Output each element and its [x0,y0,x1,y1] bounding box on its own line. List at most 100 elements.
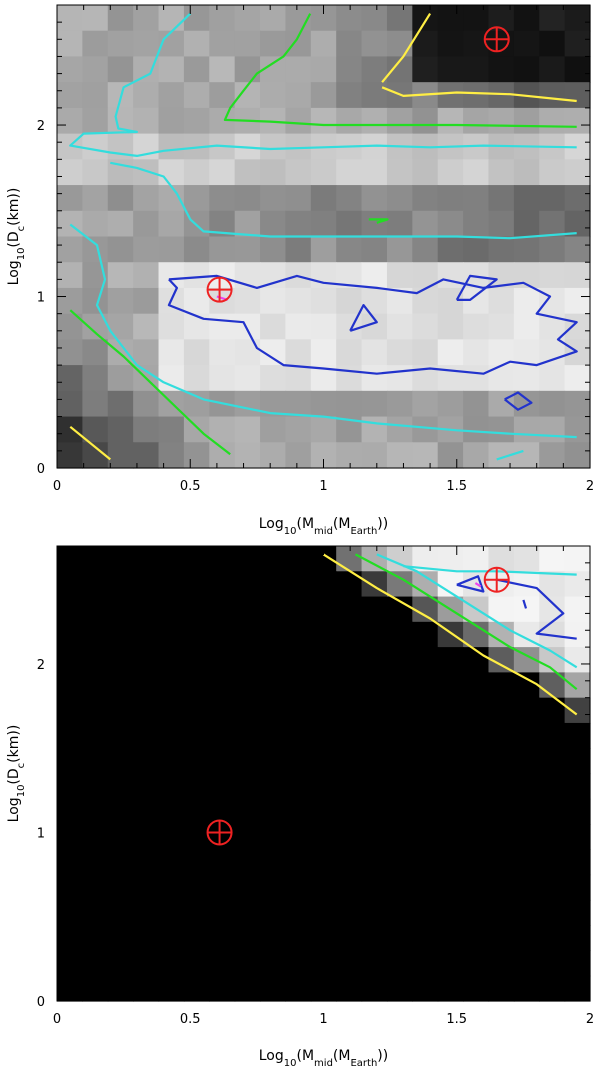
heatmap-cell [437,210,464,238]
heatmap-cell [463,925,490,952]
heatmap-cell [336,210,363,238]
heatmap-cell [158,236,185,263]
heatmap-cell [158,546,185,572]
heatmap-cell [158,571,185,598]
y-tick-label: 2 [37,119,45,134]
heatmap-cell [361,621,388,648]
x-tick-label: 0 [53,1012,61,1027]
heatmap-cell [158,5,185,32]
heatmap-cell [513,210,540,238]
heatmap-cell [209,621,236,648]
heatmap-cell [361,773,388,800]
heatmap-cell [183,313,210,340]
contour-line [376,553,578,669]
heatmap-cell [209,365,236,392]
heatmap-cell [310,798,337,825]
heatmap-cell [539,824,566,850]
heatmap-cell [158,874,185,901]
heatmap-cell [133,849,160,876]
heatmap-cell [336,82,363,109]
heatmap-cell [285,107,312,135]
heatmap-cell [513,442,540,469]
heatmap-cell [539,365,566,392]
heatmap-cell [437,824,464,850]
heatmap-cell [82,287,109,315]
heatmap-cell [57,950,83,977]
heatmap-cell [57,798,83,825]
contour-line [504,391,533,411]
heatmap-cell [107,390,134,418]
heatmap-cell [57,442,83,469]
heatmap-cell [183,262,210,289]
heatmap-cell [437,262,464,289]
heatmap-cell [209,925,236,952]
heatmap-cell [361,899,388,926]
heatmap-cell [412,672,439,699]
heatmap-cell [82,621,109,648]
heatmap-cell [437,722,464,749]
heatmap-cell [513,672,540,699]
heatmap-cell [310,30,337,58]
heatmap-cell [234,621,261,648]
heatmap-cell [234,975,261,1002]
heatmap-cell [412,722,439,749]
heatmap-cell [82,596,109,623]
heatmap-cell [158,798,185,825]
heatmap-cell [463,56,490,83]
heatmap-cell [463,5,490,32]
heatmap-cell [513,748,540,775]
heatmap-cell [57,849,83,876]
heatmap-cell [260,236,287,263]
heatmap-cell [234,287,261,315]
heatmap-cell [361,416,388,443]
heatmap-cell [209,313,236,340]
heatmap-cell [107,442,134,469]
heatmap-cell [133,722,160,749]
heatmap-cell [539,546,566,572]
heatmap-cell [336,339,363,366]
heatmap-cell [133,416,160,443]
heatmap-cell [386,975,413,1002]
heatmap-cell [310,56,337,83]
heatmap-cell [260,313,287,340]
heatmap-cell [260,874,287,901]
heatmap-cell [82,416,109,443]
heatmap-cell [107,950,134,977]
heatmap-cell [158,442,185,469]
heatmap-cell [437,975,464,1002]
heatmap-cell [234,442,261,469]
heatmap-cell [539,899,566,926]
heatmap-cell [234,210,261,238]
heatmap-cell [463,107,490,135]
heatmap-cell [564,339,591,366]
heatmap-cell [107,262,134,289]
heatmap-cell [209,748,236,775]
heatmap-cell [386,672,413,699]
heatmap-cell [336,5,363,32]
heatmap-cell [133,697,160,724]
heatmap-cell [183,416,210,443]
heatmap-cell [437,874,464,901]
heatmap-cell [412,390,439,418]
heatmap-cell [234,185,261,212]
heatmap-cell [412,107,439,135]
heatmap-cell [564,925,591,952]
contour-line [354,553,578,691]
heatmap-cell [488,56,515,83]
heatmap-cell [539,849,566,876]
heatmap-cell [82,950,109,977]
heatmap-cell [310,313,337,340]
heatmap-cell [513,546,540,572]
heatmap-cell [488,82,515,109]
heatmap-cell [361,5,388,32]
heatmap-cell [437,849,464,876]
heatmap-cell [412,287,439,315]
heatmap-cell [310,672,337,699]
heatmap-cell [260,287,287,315]
heatmap-cell [310,390,337,418]
heatmap-cell [463,159,490,186]
heatmap-cell [488,950,515,977]
heatmap-cell [488,571,515,598]
heatmap-cell [260,596,287,623]
heatmap-cell [82,390,109,418]
